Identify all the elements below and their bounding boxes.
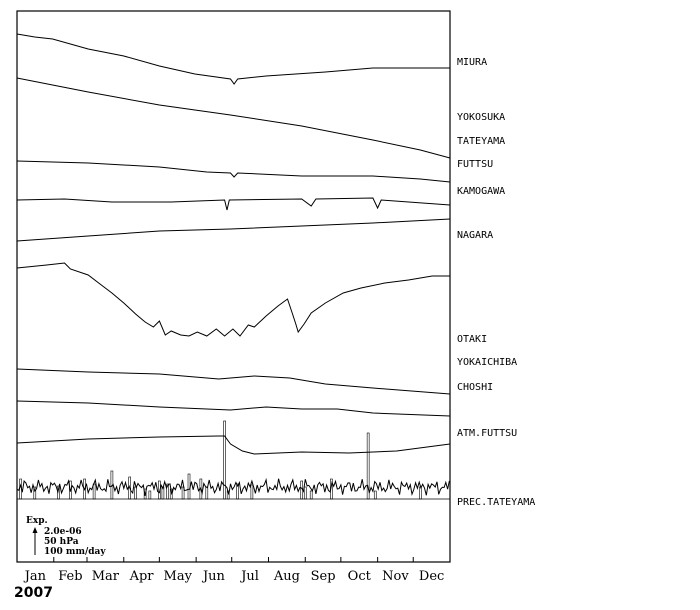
month-label-oct: Oct [348,569,372,584]
trace-otaki [16,368,451,395]
precip-bar [33,486,37,500]
precip-bar [19,478,22,500]
month-labels: Jan Feb Mar Apr May Jun Jul Aug Sep Oct Nov Dec [23,569,445,584]
precip-bar [69,480,72,500]
trace-nagara [16,262,450,337]
series-label-yokaichiba: YOKAICHIBA [457,357,517,368]
precip-bar [373,490,377,500]
series-label-yokosuka: YOKOSUKA [457,112,505,123]
month-label-sep: Sep [311,569,336,584]
month-label-aug: Aug [273,569,300,584]
month-label-jun: Jun [201,569,226,584]
trace-yokaichiba [16,400,451,417]
precip-bar [181,486,185,500]
month-label-jul: Jul [239,569,259,584]
legend-arrow-head [32,527,38,533]
trace-choshi [16,435,451,455]
precip-bar [300,480,304,500]
month-label-apr: Apr [129,569,155,584]
precip-bar [330,478,333,500]
traces [16,33,451,497]
trace-yokosuka [16,77,451,159]
precip-bar [110,470,114,500]
precip-bar [161,486,165,500]
precip-bar [169,488,173,500]
precip-bar [158,480,161,500]
trace-kamogawa [16,218,451,242]
legend-line-1: 2.0e-06 [44,527,82,537]
legend-line-2: 50 hPa [44,537,79,547]
x-ticks [53,557,414,562]
precip-bar [83,478,86,500]
trace-futtsu [16,197,451,211]
month-label-jan: Jan [23,569,47,584]
precip-bar [205,486,209,500]
series-label-otaki: OTAKI [457,334,487,345]
series-label-tateyama: TATEYAMA [457,136,505,147]
month-label-mar: Mar [92,569,120,584]
precip-bar [57,485,60,500]
series-label-choshi: CHOSHI [457,382,493,393]
precip-bar [366,432,370,500]
precip-bar [128,476,131,500]
precip-bar [303,486,307,500]
plot-frame [16,10,451,563]
scale-legend: Exp. 2.0e-06 50 hPa 100 mm/day [26,516,106,557]
trace-tateyama [16,160,451,183]
precip-bar [166,483,169,500]
precip-bar [187,473,191,500]
series-label-kamogawa: KAMOGAWA [457,186,505,197]
precip-bars [19,420,422,500]
trace-atm-futtsu [16,477,450,497]
month-label-nov: Nov [382,569,409,584]
precip-bar [148,490,152,500]
series-label-futtsu: FUTTSU [457,159,493,170]
precip-bar [143,488,147,500]
series-label-atm-futtsu: ATM.FUTTSU [457,428,517,439]
precip-bar [134,486,137,500]
series-labels: MIURA YOKOSUKA TATEYAMA FUTTSU KAMOGAWA NAGAR… [457,57,535,508]
precip-bar [236,483,239,500]
year-label: 2007 [14,585,53,601]
precip-bar [92,483,96,500]
legend-title: Exp. [26,516,48,526]
month-label-dec: Dec [419,569,444,584]
series-label-miura: MIURA [457,57,487,68]
precip-bar [226,490,230,500]
precip-bar [419,486,422,500]
month-label-may: May [164,569,193,584]
precip-bar [223,420,226,500]
series-label-nagara: NAGARA [457,230,493,241]
trace-miura [16,33,450,85]
precip-bar [199,478,203,500]
precip-bar [309,490,313,500]
precip-bar [250,484,254,500]
legend-line-3: 100 mm/day [44,547,106,557]
series-label-prec-tateyama: PREC.TATEYAMA [457,497,535,508]
month-label-feb: Feb [58,569,82,584]
